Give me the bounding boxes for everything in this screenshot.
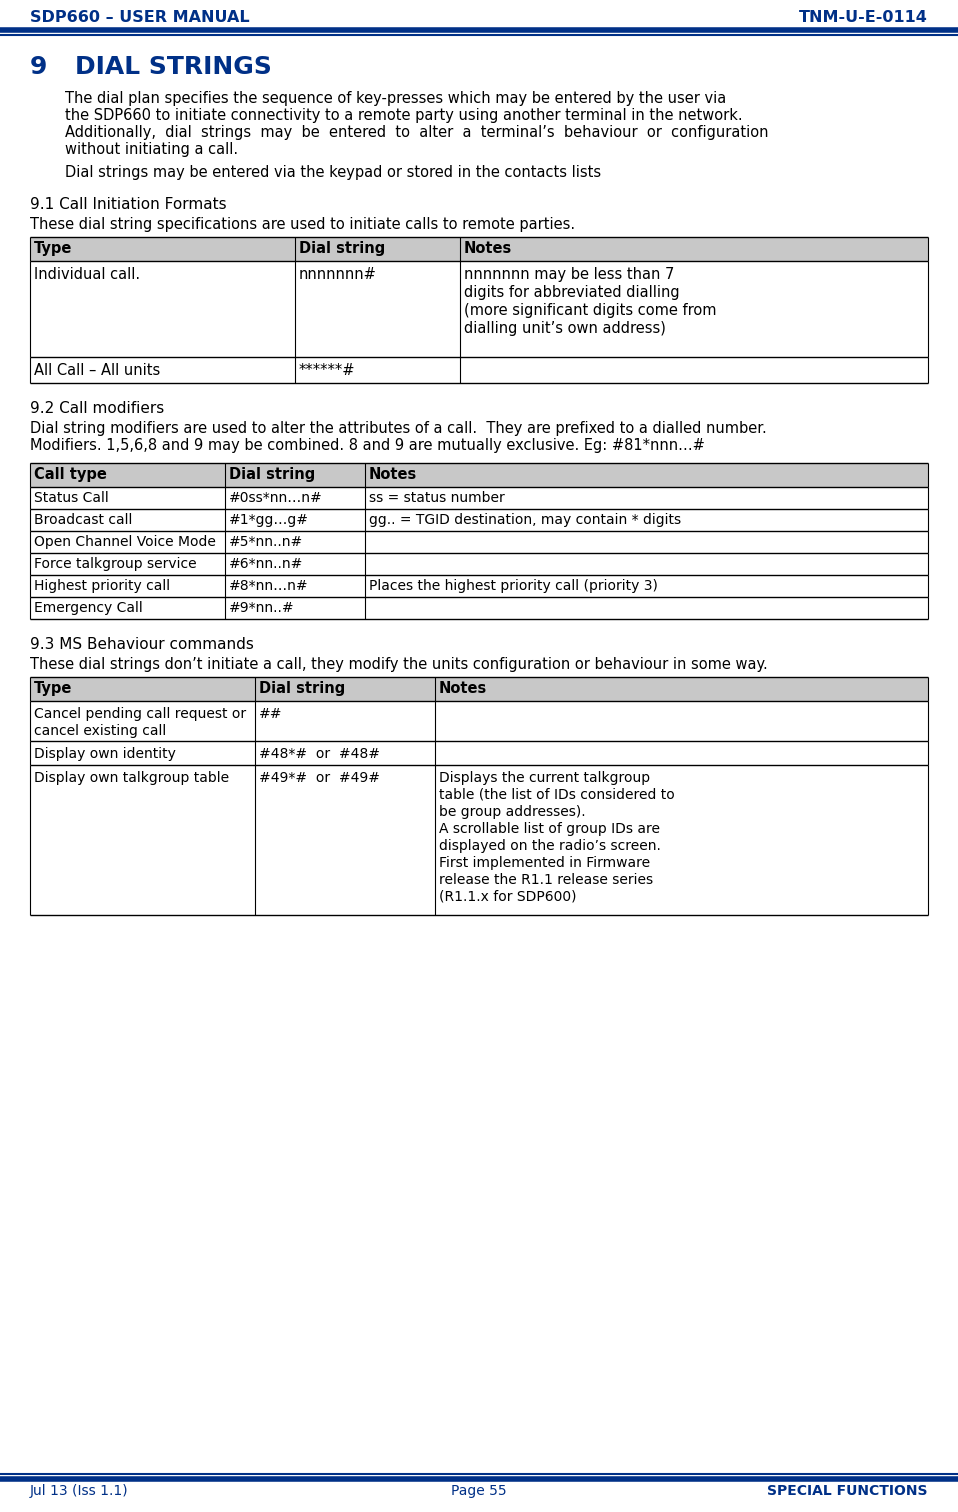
Text: Emergency Call: Emergency Call — [34, 600, 143, 615]
Text: DIAL STRINGS: DIAL STRINGS — [75, 54, 272, 79]
Text: Jul 13 (Iss 1.1): Jul 13 (Iss 1.1) — [30, 1483, 128, 1498]
Text: Call type: Call type — [34, 467, 107, 482]
Text: Notes: Notes — [464, 240, 513, 256]
Text: Dial string: Dial string — [229, 467, 315, 482]
Text: Open Channel Voice Mode: Open Channel Voice Mode — [34, 535, 216, 549]
Text: The dial plan specifies the sequence of key-presses which may be entered by the : The dial plan specifies the sequence of … — [65, 91, 726, 106]
Bar — [30, 463, 928, 487]
Text: All Call – All units: All Call – All units — [34, 363, 160, 378]
Text: SDP660 – USER MANUAL: SDP660 – USER MANUAL — [30, 11, 250, 26]
Text: Notes: Notes — [369, 467, 418, 482]
Text: Dial string: Dial string — [299, 240, 385, 256]
Text: #48*#  or  #48#: #48*# or #48# — [259, 747, 380, 761]
Text: Display own talkgroup table: Display own talkgroup table — [34, 771, 229, 785]
Text: Broadcast call: Broadcast call — [34, 513, 132, 528]
Text: SPECIAL FUNCTIONS: SPECIAL FUNCTIONS — [767, 1483, 928, 1498]
Text: These dial strings don’t initiate a call, they modify the units configuration or: These dial strings don’t initiate a call… — [30, 658, 767, 671]
Text: TNM-U-E-0114: TNM-U-E-0114 — [799, 11, 928, 26]
Text: 9.3 MS Behaviour commands: 9.3 MS Behaviour commands — [30, 637, 254, 652]
Text: These dial string specifications are used to initiate calls to remote parties.: These dial string specifications are use… — [30, 218, 575, 231]
Text: Force talkgroup service: Force talkgroup service — [34, 556, 196, 572]
Text: table (the list of IDs considered to: table (the list of IDs considered to — [439, 788, 674, 801]
Text: the SDP660 to initiate connectivity to a remote party using another terminal in : the SDP660 to initiate connectivity to a… — [65, 107, 742, 122]
Text: Displays the current talkgroup: Displays the current talkgroup — [439, 771, 650, 785]
Text: Dial string: Dial string — [259, 680, 345, 696]
Text: nnnnnnn may be less than 7: nnnnnnn may be less than 7 — [464, 268, 674, 283]
Text: #1*gg…g#: #1*gg…g# — [229, 513, 309, 528]
Text: 9.2 Call modifiers: 9.2 Call modifiers — [30, 401, 164, 416]
Text: A scrollable list of group IDs are: A scrollable list of group IDs are — [439, 823, 660, 836]
Text: nnnnnnn#: nnnnnnn# — [299, 268, 376, 283]
Text: Notes: Notes — [439, 680, 488, 696]
Text: #0ss*nn…n#: #0ss*nn…n# — [229, 491, 323, 505]
Text: gg.. = TGID destination, may contain * digits: gg.. = TGID destination, may contain * d… — [369, 513, 681, 528]
Text: cancel existing call: cancel existing call — [34, 724, 167, 738]
Text: ##: ## — [259, 708, 283, 721]
Text: 9: 9 — [30, 54, 47, 79]
Text: displayed on the radio’s screen.: displayed on the radio’s screen. — [439, 839, 661, 853]
Text: (R1.1.x for SDP600): (R1.1.x for SDP600) — [439, 891, 577, 904]
Text: (more significant digits come from: (more significant digits come from — [464, 302, 717, 318]
Text: dialling unit’s own address): dialling unit’s own address) — [464, 321, 666, 336]
Text: #9*nn..#: #9*nn..# — [229, 600, 295, 615]
Text: First implemented in Firmware: First implemented in Firmware — [439, 856, 650, 869]
Bar — [30, 677, 928, 702]
Text: Status Call: Status Call — [34, 491, 109, 505]
Text: 9.1 Call Initiation Formats: 9.1 Call Initiation Formats — [30, 197, 227, 212]
Text: Page 55: Page 55 — [451, 1483, 507, 1498]
Text: Additionally,  dial  strings  may  be  entered  to  alter  a  terminal’s  behavi: Additionally, dial strings may be entere… — [65, 125, 768, 141]
Text: Places the highest priority call (priority 3): Places the highest priority call (priori… — [369, 579, 658, 593]
Text: #6*nn..n#: #6*nn..n# — [229, 556, 304, 572]
Text: Cancel pending call request or: Cancel pending call request or — [34, 708, 246, 721]
Text: release the R1.1 release series: release the R1.1 release series — [439, 872, 653, 888]
Text: Modifiers. 1,5,6,8 and 9 may be combined. 8 and 9 are mutually exclusive. Eg: #8: Modifiers. 1,5,6,8 and 9 may be combined… — [30, 438, 705, 454]
Text: digits for abbreviated dialling: digits for abbreviated dialling — [464, 284, 679, 299]
Text: #8*nn…n#: #8*nn…n# — [229, 579, 308, 593]
Text: Type: Type — [34, 240, 73, 256]
Text: Type: Type — [34, 680, 73, 696]
Text: Display own identity: Display own identity — [34, 747, 176, 761]
Bar — [30, 237, 928, 262]
Text: ss = status number: ss = status number — [369, 491, 505, 505]
Text: Dial string modifiers are used to alter the attributes of a call.  They are pref: Dial string modifiers are used to alter … — [30, 420, 766, 435]
Text: #49*#  or  #49#: #49*# or #49# — [259, 771, 380, 785]
Text: Individual call.: Individual call. — [34, 268, 140, 283]
Text: Highest priority call: Highest priority call — [34, 579, 171, 593]
Text: without initiating a call.: without initiating a call. — [65, 142, 239, 157]
Text: be group addresses).: be group addresses). — [439, 804, 585, 820]
Text: Dial strings may be entered via the keypad or stored in the contacts lists: Dial strings may be entered via the keyp… — [65, 165, 601, 180]
Text: ******#: ******# — [299, 363, 355, 378]
Text: #5*nn..n#: #5*nn..n# — [229, 535, 304, 549]
